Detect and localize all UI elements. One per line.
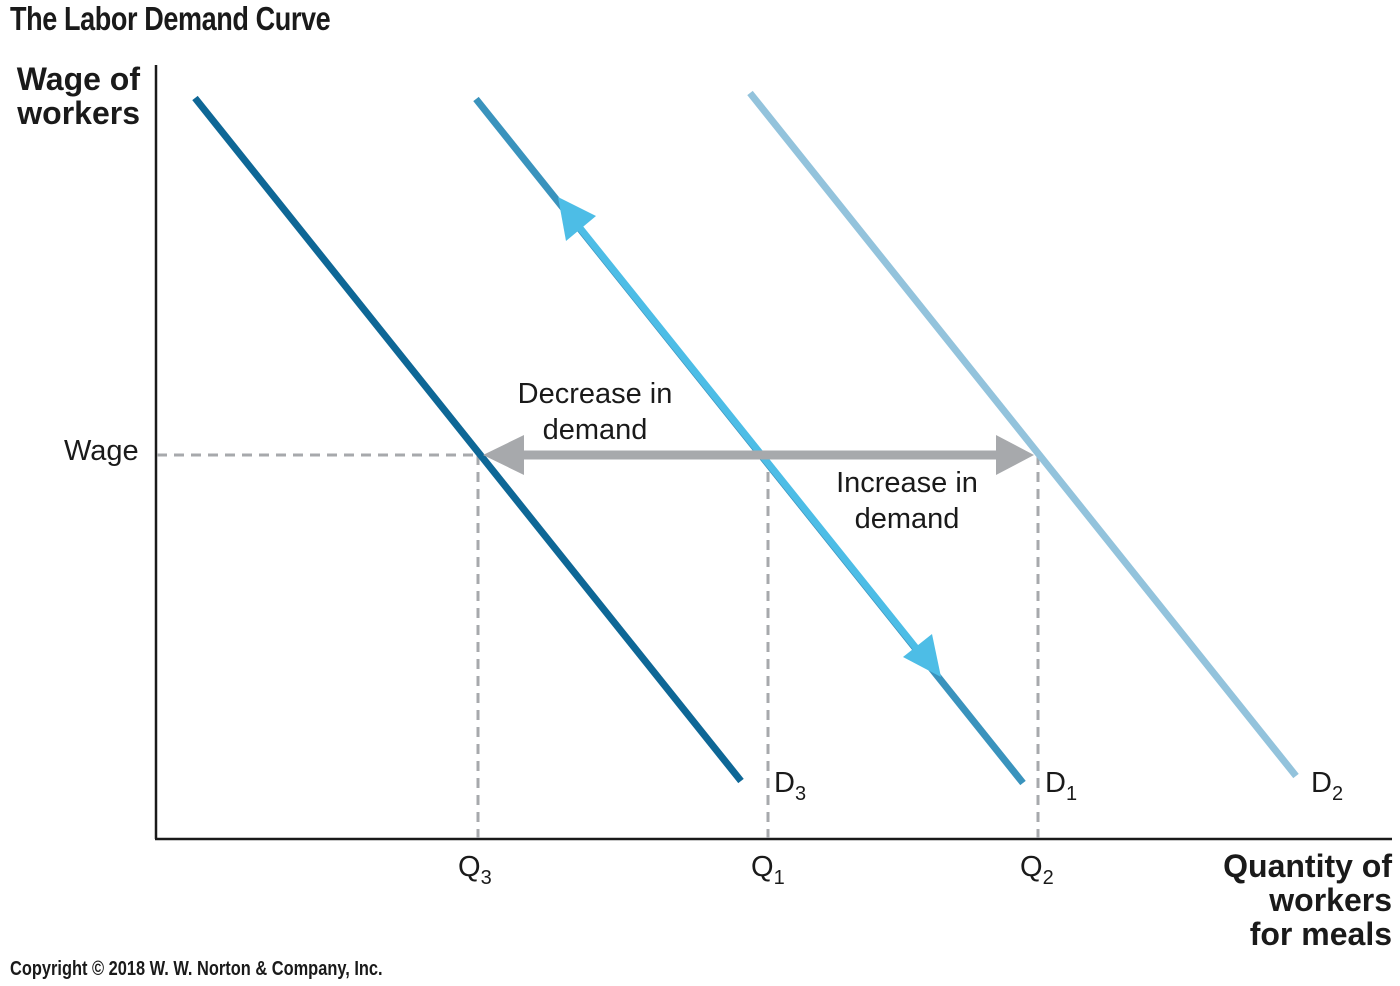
decrease-label-line1: Decrease in [517, 378, 673, 410]
demand-curve-d3 [192, 95, 744, 784]
d1-subscript: 1 [1065, 783, 1078, 805]
x-axis-label: Quantity of workers for meals [1223, 849, 1392, 951]
q1-tick-label: Q1 [751, 849, 785, 896]
q1-subscript: 1 [773, 867, 785, 889]
y-axis-label: Wage of workers [17, 62, 140, 130]
y-axis-label-line2: workers [17, 95, 140, 131]
d2-subscript: 2 [1331, 783, 1344, 805]
q2-letter: Q [1020, 851, 1043, 883]
increase-in-demand-label: Increase in demand [812, 465, 1002, 537]
d3-subscript: 3 [794, 783, 807, 805]
d3-letter: D [774, 767, 795, 799]
figure-title: The Labor Demand Curve [10, 0, 331, 37]
demand-curve-d2 [747, 90, 1299, 779]
d1-letter: D [1045, 767, 1066, 799]
increase-label-line2: demand [854, 503, 960, 535]
d2-curve-label: D2 [1311, 765, 1343, 812]
decrease-label-line2: demand [542, 414, 648, 446]
q2-tick-label: Q2 [1020, 849, 1054, 896]
y-axis-label-line1: Wage of [16, 61, 140, 97]
increase-arrowhead [996, 435, 1034, 475]
x-axis-label-line3: for meals [1249, 916, 1392, 952]
d1-curve-label: D1 [1045, 765, 1077, 812]
q3-tick-label: Q3 [458, 849, 492, 896]
x-axis-label-line2: workers [1269, 882, 1392, 918]
q1-letter: Q [751, 851, 774, 883]
q2-subscript: 2 [1042, 867, 1054, 889]
decrease-in-demand-label: Decrease in demand [500, 376, 690, 448]
movement-arrowhead-up [558, 197, 596, 241]
wage-label: Wage [64, 435, 139, 467]
movement-along-d1 [577, 225, 923, 656]
decrease-arrowhead [483, 435, 524, 475]
d3-curve-label: D3 [774, 765, 806, 812]
x-axis-label-line1: Quantity of [1223, 848, 1392, 884]
q3-letter: Q [458, 851, 481, 883]
d2-letter: D [1311, 767, 1332, 799]
increase-label-line1: Increase in [836, 467, 978, 499]
copyright-notice: Copyright © 2018 W. W. Norton & Company,… [10, 958, 383, 980]
q3-subscript: 3 [480, 867, 492, 889]
movement-arrowhead-down [903, 634, 941, 677]
